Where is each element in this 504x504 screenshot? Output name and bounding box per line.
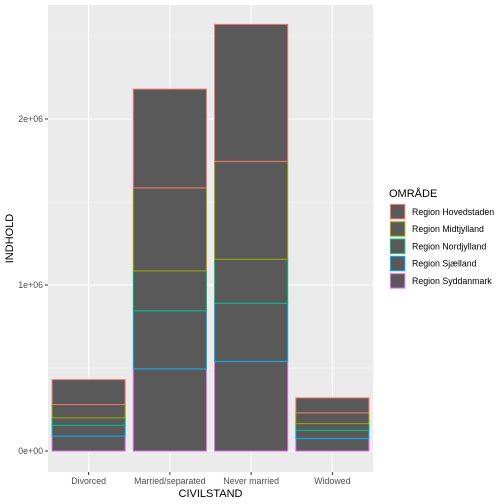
legend-key: [390, 273, 406, 289]
legend-title: OMRÅDE: [389, 187, 437, 200]
legend-item: Region Syddanmark: [389, 272, 492, 290]
bar-segment: [132, 187, 207, 272]
bar-stack: [132, 88, 207, 452]
legend-label: Region Sjælland: [412, 259, 477, 269]
bar-segment: [214, 360, 289, 452]
bar-segment: [132, 270, 207, 312]
bar-segment: [295, 438, 370, 452]
bar-segment: [214, 160, 289, 260]
bar-stack: [214, 23, 289, 452]
bar-segment: [51, 404, 126, 419]
x-tick-label: Married/separated: [134, 476, 205, 486]
legend-key: [390, 221, 406, 237]
bar-segment: [295, 412, 370, 425]
legend-key: [390, 255, 406, 272]
legend-item: Region Midtjylland: [389, 220, 484, 238]
bar-segment: [295, 397, 370, 414]
legend-key: [390, 204, 406, 220]
bar-segment: [51, 417, 126, 426]
legend-key: [390, 238, 406, 254]
x-tick-label: Divorced: [71, 476, 106, 486]
legend-item: Region Hovedstaden: [389, 203, 494, 221]
bar-stacks: [51, 23, 370, 452]
legend-label: Region Midtjylland: [412, 224, 484, 234]
bar-segment: [295, 429, 370, 440]
bar-stack: [51, 379, 126, 452]
y-axis-title: INDHOLD: [4, 214, 16, 264]
legend: OMRÅDE Region Hovedstaden Region Midtjyll…: [389, 187, 494, 290]
legend-label: Region Hovedstaden: [412, 207, 494, 217]
bar-segment: [214, 23, 289, 162]
bar-segment: [214, 258, 289, 304]
bar-segment: [132, 310, 207, 370]
x-tick-label: Never married: [223, 476, 279, 486]
bar-segment: [132, 368, 207, 452]
bar-segment: [295, 423, 370, 431]
bar-stack: [295, 397, 370, 452]
y-tick-label: 0e+00: [18, 446, 43, 456]
x-axis-title: CIVILSTAND: [179, 488, 243, 500]
legend-item: Region Nordjylland: [389, 237, 486, 255]
y-axis: 0e+00 1e+06 2e+06: [18, 114, 48, 456]
bar-segment: [51, 424, 126, 437]
bar-segment: [51, 435, 126, 452]
bar-segment: [214, 302, 289, 362]
y-tick-label: 1e+06: [18, 280, 43, 290]
x-axis: Divorced Married/separated Never married Wi…: [71, 472, 351, 486]
legend-label: Region Syddanmark: [412, 276, 492, 286]
x-tick-label: Widowed: [314, 476, 350, 486]
legend-label: Region Nordjylland: [412, 241, 486, 251]
bar-segment: [51, 379, 126, 406]
legend-item: Region Sjælland: [389, 254, 477, 273]
y-tick-label: 2e+06: [18, 114, 43, 124]
bar-segment: [132, 88, 207, 189]
